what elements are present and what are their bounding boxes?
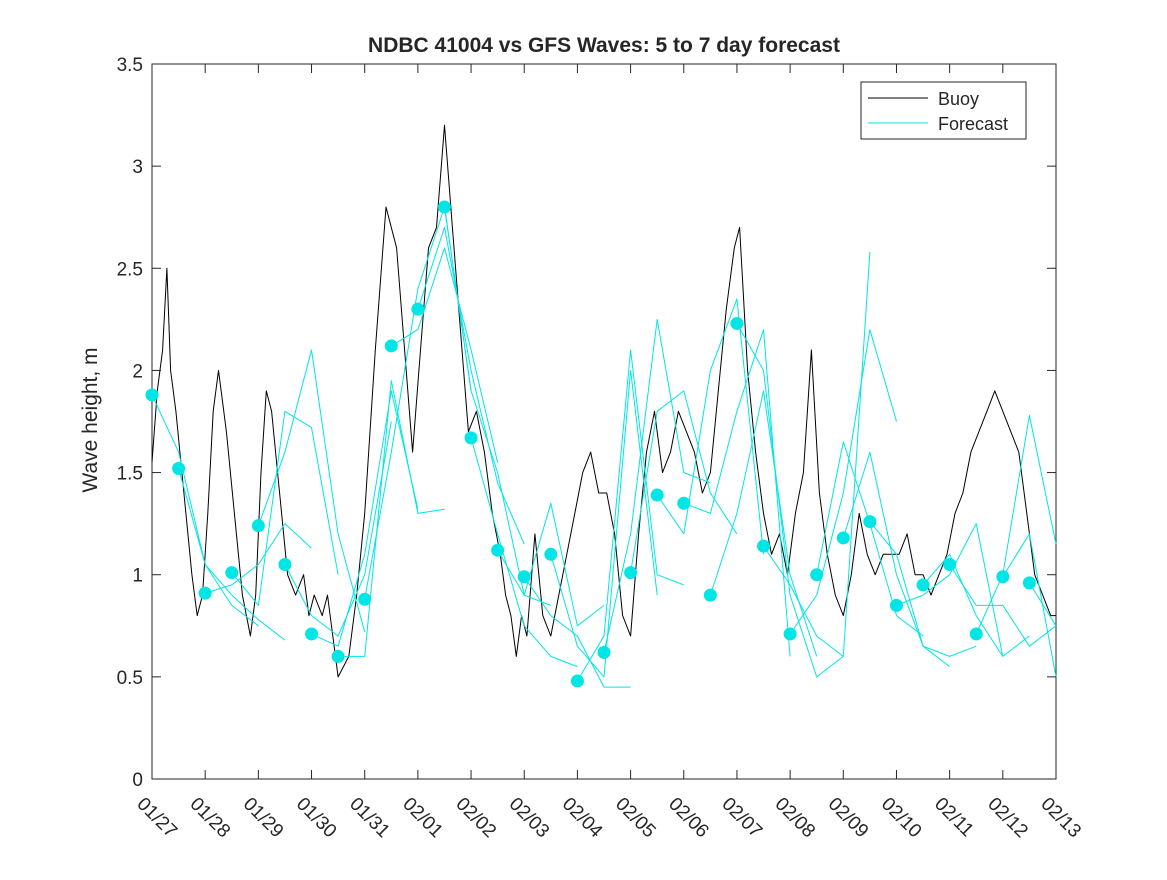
y-tick-label: 2 bbox=[132, 361, 143, 382]
forecast-start-marker bbox=[570, 674, 584, 688]
forecast-start-marker bbox=[996, 570, 1010, 584]
forecast-series-line bbox=[869, 521, 977, 657]
forecast-start-marker bbox=[305, 627, 319, 641]
forecast-start-marker bbox=[677, 496, 691, 510]
forecast-start-marker bbox=[1022, 576, 1036, 590]
forecast-start-marker bbox=[810, 568, 824, 582]
forecast-series-line bbox=[736, 323, 844, 678]
forecast-series-line bbox=[470, 437, 578, 668]
forecast-start-marker bbox=[650, 488, 664, 502]
forecast-series-line bbox=[284, 421, 392, 637]
forecast-start-marker bbox=[730, 316, 744, 330]
forecast-start-marker bbox=[863, 515, 877, 529]
forecast-series-line bbox=[338, 380, 445, 657]
forecast-start-marker bbox=[703, 588, 717, 602]
forecast-start-marker bbox=[943, 558, 957, 571]
forecast-start-marker bbox=[278, 558, 292, 571]
forecast-series-line bbox=[922, 553, 1030, 657]
y-tick-label: 1.5 bbox=[117, 464, 143, 485]
forecast-start-marker bbox=[889, 598, 903, 612]
forecast-series-line bbox=[417, 226, 525, 545]
forecast-start-marker bbox=[491, 543, 505, 557]
forecast-start-marker bbox=[251, 519, 265, 533]
forecast-start-marker bbox=[783, 627, 797, 641]
forecast-series-line bbox=[842, 451, 950, 667]
forecast-start-marker bbox=[331, 649, 345, 663]
legend-label-forecast: Forecast bbox=[938, 114, 1008, 134]
y-axis-label: Wave height, m bbox=[79, 347, 102, 492]
forecast-series-line bbox=[444, 206, 551, 606]
forecast-series-line bbox=[576, 349, 684, 682]
forecast-series-line bbox=[231, 410, 339, 606]
forecast-series-line bbox=[178, 468, 286, 641]
forecast-series-line bbox=[789, 329, 897, 635]
forecast-start-marker bbox=[384, 339, 398, 353]
axes-box bbox=[151, 63, 1057, 780]
chart-title: NDBC 41004 vs GFS Waves: 5 to 7 day fore… bbox=[368, 34, 840, 57]
forecast-series-line bbox=[550, 369, 658, 678]
legend: Buoy Forecast bbox=[860, 81, 1027, 140]
forecast-series-line bbox=[497, 502, 605, 627]
forecast-start-marker bbox=[757, 539, 771, 553]
legend-box bbox=[860, 81, 1027, 140]
y-tick-label: 0.5 bbox=[117, 668, 143, 689]
forecast-start-marker bbox=[464, 431, 478, 445]
forecast-start-marker bbox=[597, 645, 611, 659]
forecast-start-marker bbox=[969, 627, 983, 641]
forecast-start-marker bbox=[624, 566, 638, 580]
forecast-series-line bbox=[896, 523, 1004, 657]
plot-area bbox=[145, 63, 1057, 780]
y-tick-label: 3 bbox=[132, 157, 143, 178]
forecast-series-line bbox=[975, 414, 1057, 635]
forecast-start-marker bbox=[411, 302, 425, 316]
forecast-series-line bbox=[949, 564, 1057, 647]
forecast-series-line bbox=[683, 329, 791, 657]
forecast-start-marker bbox=[836, 531, 850, 545]
forecast-start-marker bbox=[544, 547, 558, 561]
buoy-series-line bbox=[151, 124, 1056, 678]
y-tick-label: 3.5 bbox=[117, 55, 143, 76]
y-tick-label: 1 bbox=[132, 566, 143, 587]
forecast-start-marker bbox=[358, 592, 372, 606]
y-tick-label: 2.5 bbox=[117, 259, 143, 280]
forecast-series-line bbox=[257, 349, 366, 633]
y-axis: 0 0.5 1 1.5 2 2.5 3 3.5 bbox=[117, 55, 1056, 791]
forecast-series-line bbox=[523, 576, 631, 688]
forecast-start-marker bbox=[145, 388, 159, 402]
legend-label-buoy: Buoy bbox=[938, 89, 979, 109]
y-tick-label: 0 bbox=[132, 770, 143, 791]
forecast-start-marker bbox=[198, 586, 212, 600]
forecast-series-line bbox=[311, 390, 419, 647]
forecast-series-line bbox=[763, 251, 871, 657]
forecast-start-marker bbox=[517, 570, 531, 584]
forecast-series-line bbox=[630, 390, 738, 573]
forecast-series-line bbox=[1002, 533, 1057, 677]
forecast-start-marker bbox=[916, 578, 930, 592]
forecast-start-marker bbox=[172, 461, 186, 475]
forecast-series-line bbox=[1028, 582, 1057, 627]
forecast-start-marker bbox=[437, 200, 451, 214]
forecast-series-line bbox=[603, 318, 711, 653]
forecast-series-line bbox=[205, 523, 312, 594]
forecast-start-marker bbox=[225, 566, 239, 580]
forecast-series-line bbox=[391, 247, 499, 463]
